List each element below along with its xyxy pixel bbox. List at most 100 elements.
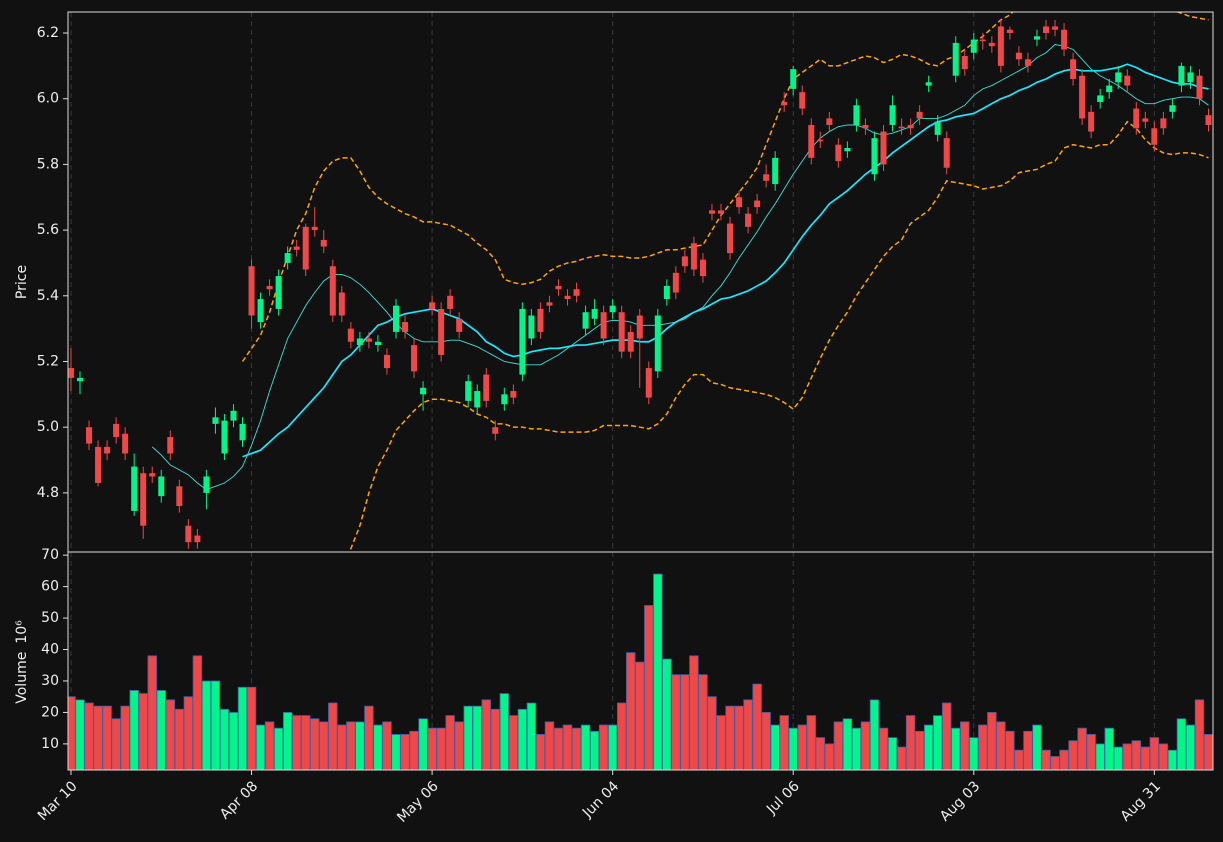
volume-bar (1185, 724, 1196, 770)
candle-body (979, 39, 986, 42)
candle-body (519, 308, 526, 375)
y-tick-label: 10 (41, 736, 59, 752)
volume-bar (653, 573, 663, 770)
candle-body (320, 239, 327, 247)
volume-bar (951, 727, 961, 770)
volume-axis-label: Volume 10⁶ (14, 620, 30, 704)
candle-body (1097, 95, 1104, 102)
volume-bar (770, 724, 780, 770)
grid-layer (70, 12, 1155, 770)
volume-bar (932, 715, 943, 770)
volume-bar (1005, 730, 1015, 770)
volume-bar (219, 708, 230, 770)
volume-bar (1122, 743, 1132, 770)
candle-body (1160, 118, 1167, 129)
candle-body (817, 139, 824, 142)
candle-body (1133, 108, 1140, 129)
candle-body (690, 243, 697, 270)
candle-body (618, 312, 625, 352)
volume-bar (1095, 743, 1105, 770)
candle-body (916, 111, 923, 119)
volume-bar (246, 686, 257, 770)
volume-bar (941, 702, 952, 770)
candle-body (1124, 75, 1131, 86)
candle-body (483, 374, 490, 401)
candle-body (492, 427, 499, 434)
candle-body (853, 105, 860, 125)
volume-bar (833, 721, 844, 770)
candle-body (880, 131, 887, 165)
candle-body (140, 473, 147, 526)
volume-bar (1131, 740, 1141, 770)
y-tick-label: 6.2 (37, 25, 59, 41)
candle-body (302, 226, 309, 270)
candle-body (736, 197, 743, 208)
volume-bar (1050, 756, 1060, 770)
volume-bar (1194, 699, 1205, 770)
candle-body (293, 246, 300, 250)
candle-body (609, 305, 616, 313)
candle-body (781, 102, 788, 106)
candle-body (158, 476, 165, 497)
y-tick-label: 40 (41, 642, 59, 658)
candle-body (681, 256, 688, 267)
volume-bar (255, 724, 266, 770)
candle-body (1024, 59, 1031, 66)
volume-bar (1014, 749, 1024, 770)
volume-bar (806, 715, 816, 770)
volume-bar (1041, 749, 1051, 770)
volume-bar (337, 724, 347, 770)
candle-body (961, 56, 968, 70)
candle-body (77, 377, 84, 382)
candle-body (266, 285, 273, 290)
candle-body (654, 315, 661, 372)
candle-body (474, 391, 481, 408)
volume-bar (969, 737, 979, 770)
volume-bar (517, 708, 528, 770)
candle-body (528, 315, 535, 339)
y-tick-label: 5.6 (37, 222, 59, 238)
y-tick-label: 30 (41, 673, 59, 689)
volume-bar (436, 727, 446, 770)
volume-bar (779, 715, 789, 770)
volume-bar (499, 693, 510, 770)
volume-bar (598, 724, 609, 770)
volume-bar (418, 718, 428, 770)
candle-body (257, 299, 264, 323)
volume-bar (400, 734, 410, 770)
volume-bar (644, 605, 654, 770)
volume-bar (355, 721, 365, 770)
volume-bar (310, 718, 320, 770)
volume-bar (851, 727, 862, 770)
volume-bar (463, 705, 473, 770)
volume-bar (93, 705, 103, 770)
volume-bar (454, 721, 464, 770)
candle-body (149, 473, 156, 477)
candle-body (862, 124, 869, 129)
volume-bar (409, 730, 419, 770)
candle-body (699, 259, 706, 277)
candle-body (537, 308, 544, 332)
volume-bar (138, 693, 148, 770)
candle-body (1115, 72, 1122, 83)
y-tick-label: 4.8 (37, 485, 59, 501)
candle-body (221, 420, 228, 454)
volume-bar (1149, 737, 1160, 770)
candle-body (501, 394, 508, 405)
volume-bar (1167, 749, 1178, 770)
candle-body (600, 312, 607, 339)
candle-body (907, 124, 914, 129)
candle-body (555, 285, 562, 290)
y-tick-label: 5.2 (37, 353, 59, 369)
volume-bar (607, 724, 618, 770)
volume-bar (680, 674, 690, 770)
candle-body (194, 535, 201, 543)
volume-bar (273, 727, 284, 770)
candle-body (185, 525, 192, 543)
volume-bar (662, 658, 672, 770)
candle-body (167, 437, 174, 454)
candle-body (284, 253, 291, 263)
volume-bar (237, 686, 248, 770)
candle-body (627, 331, 634, 352)
y-tick-label: 60 (41, 579, 59, 595)
